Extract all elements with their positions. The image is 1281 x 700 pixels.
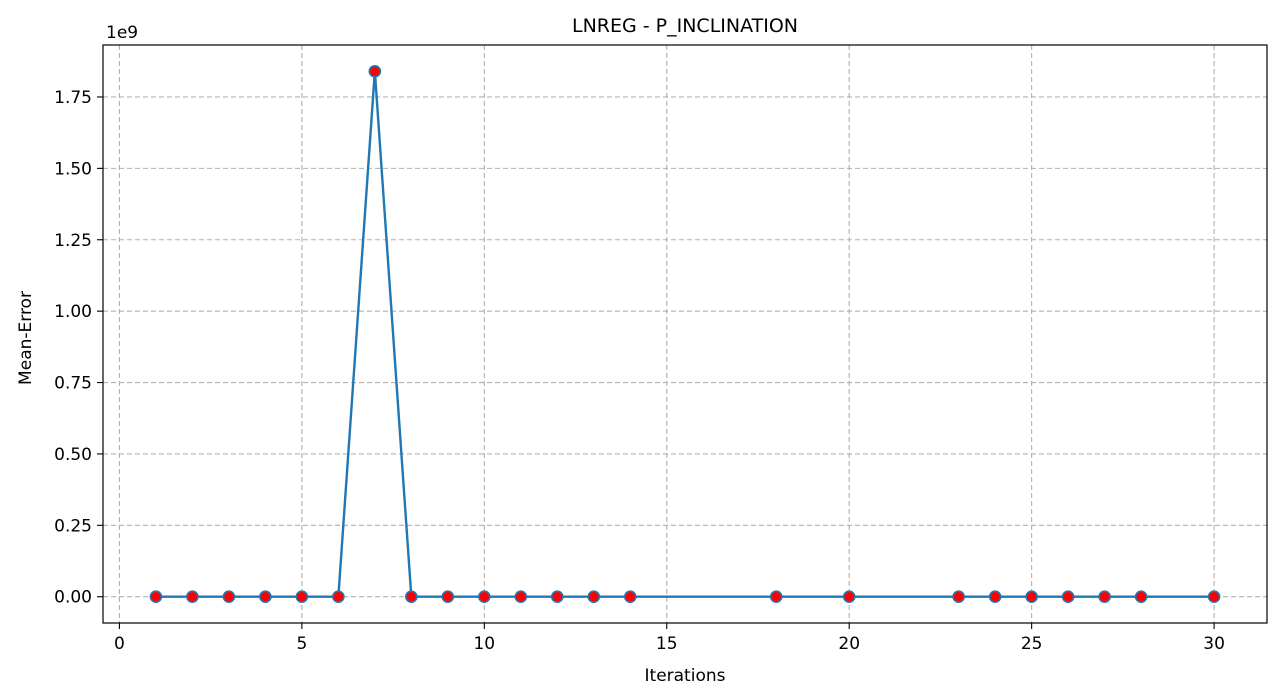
data-point xyxy=(988,590,1002,604)
plot-area-frame xyxy=(102,44,1268,624)
data-point xyxy=(332,590,345,604)
data-point xyxy=(842,590,856,604)
y-tick-label: 0.50 xyxy=(54,445,92,465)
data-point xyxy=(259,590,272,604)
data-point xyxy=(368,64,382,78)
y-tick-label: 0.00 xyxy=(54,588,92,608)
y-tick-label: 0.25 xyxy=(54,516,92,536)
series-line xyxy=(155,70,1215,598)
data-point xyxy=(478,590,491,604)
series-layer xyxy=(149,64,1221,604)
x-tick-label: 25 xyxy=(1021,634,1043,654)
y-tick-label: 1.00 xyxy=(54,302,92,322)
data-point xyxy=(1134,590,1148,604)
x-tick-label: 0 xyxy=(114,634,125,654)
x-tick-label: 15 xyxy=(656,634,678,654)
chart-title: LNREG - P_INCLINATION xyxy=(572,15,798,37)
y-tick-label: 1.50 xyxy=(54,159,92,179)
y-tick-label: 1.75 xyxy=(54,88,92,108)
y-tick-label: 1.25 xyxy=(54,231,92,251)
y-axis-label: Mean-Error xyxy=(16,291,36,385)
data-point xyxy=(186,590,199,604)
data-point xyxy=(1207,590,1221,604)
data-point xyxy=(550,590,564,604)
data-point xyxy=(441,590,455,604)
grid xyxy=(103,45,1267,623)
data-point xyxy=(623,590,637,604)
data-point xyxy=(222,590,236,604)
x-tick-label: 10 xyxy=(473,634,495,654)
data-point xyxy=(587,590,601,604)
y-axis-offset-label: 1e9 xyxy=(106,23,138,43)
x-tick-label: 20 xyxy=(838,634,860,654)
ticks: 0 5 10 15 20 25 30 0.00 0.25 0.50 0.75 1.00 1.25 1.50… xyxy=(54,88,1225,654)
data-point xyxy=(1098,590,1111,604)
y-tick-label: 0.75 xyxy=(54,374,92,394)
x-tick-label: 30 xyxy=(1203,634,1225,654)
data-point xyxy=(952,590,965,604)
data-point xyxy=(514,590,528,604)
data-point xyxy=(405,590,418,604)
x-tick-label: 5 xyxy=(296,634,307,654)
data-point xyxy=(149,590,163,604)
data-point xyxy=(1061,590,1075,604)
data-point xyxy=(1025,590,1038,604)
data-point xyxy=(295,590,309,604)
x-axis-label: Iterations xyxy=(645,666,726,686)
data-point xyxy=(769,590,783,604)
